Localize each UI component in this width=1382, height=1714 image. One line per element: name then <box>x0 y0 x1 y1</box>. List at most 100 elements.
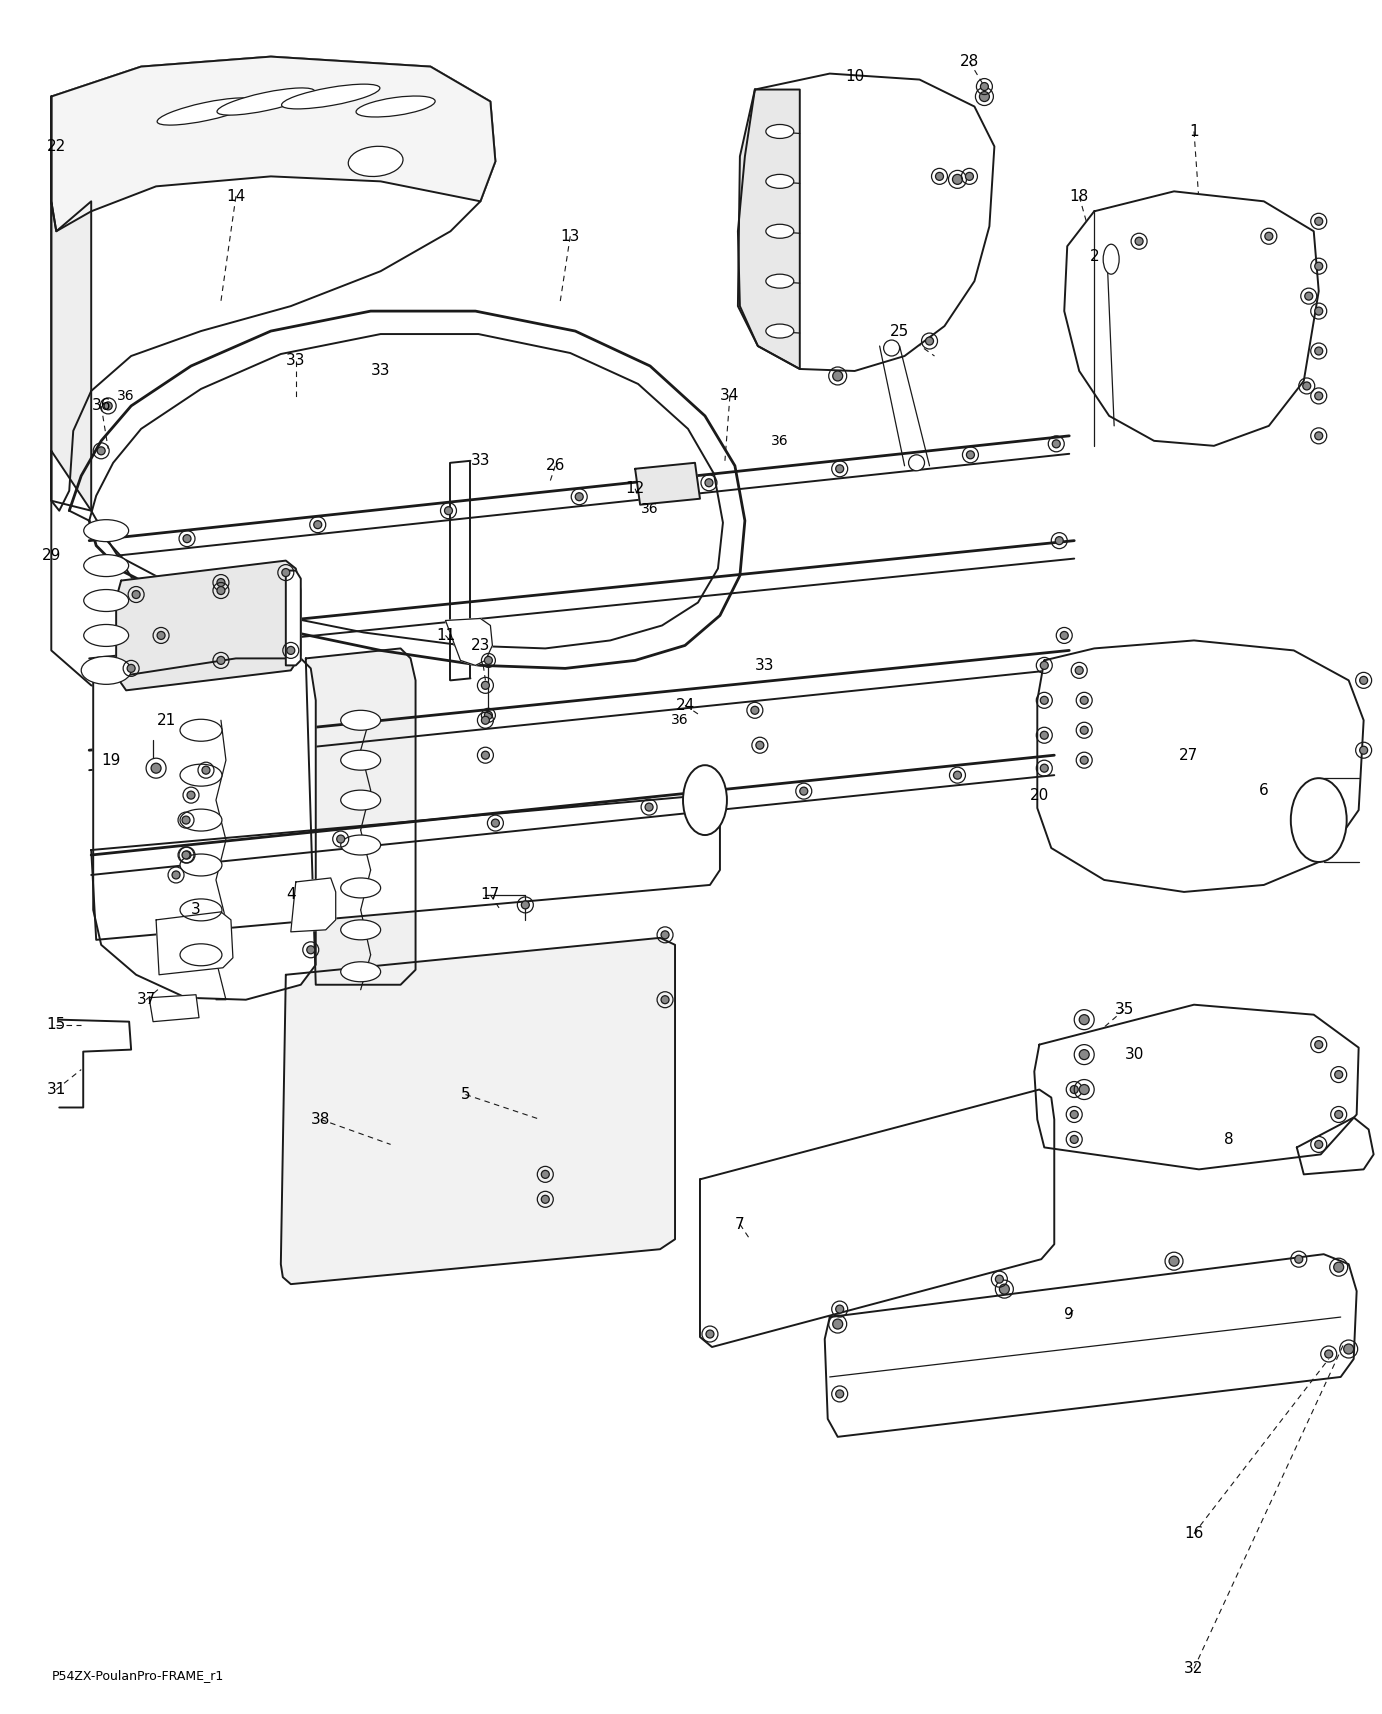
Circle shape <box>202 766 210 775</box>
Polygon shape <box>149 994 199 1022</box>
Circle shape <box>1314 1040 1323 1049</box>
Text: 15: 15 <box>47 1016 66 1032</box>
Circle shape <box>1060 631 1068 639</box>
Circle shape <box>1070 1085 1078 1094</box>
Circle shape <box>485 711 492 720</box>
Ellipse shape <box>84 624 129 646</box>
Polygon shape <box>51 57 495 511</box>
Ellipse shape <box>348 146 404 177</box>
Ellipse shape <box>180 764 223 787</box>
Text: 33: 33 <box>755 658 774 674</box>
Circle shape <box>171 871 180 879</box>
Circle shape <box>182 816 189 824</box>
Circle shape <box>217 656 225 665</box>
Ellipse shape <box>341 835 380 855</box>
Polygon shape <box>51 96 91 511</box>
Circle shape <box>1041 732 1049 739</box>
Circle shape <box>187 792 195 799</box>
Text: 3: 3 <box>191 902 200 917</box>
Text: 34: 34 <box>720 389 739 403</box>
Text: 30: 30 <box>1125 1047 1144 1063</box>
Circle shape <box>1041 662 1049 670</box>
Text: 35: 35 <box>1114 1003 1133 1016</box>
Circle shape <box>217 579 225 586</box>
Circle shape <box>1335 1111 1343 1119</box>
Ellipse shape <box>766 125 793 139</box>
Polygon shape <box>1064 192 1318 446</box>
Circle shape <box>836 1390 843 1399</box>
Circle shape <box>542 1195 549 1203</box>
Ellipse shape <box>357 96 435 117</box>
Circle shape <box>151 763 162 773</box>
Circle shape <box>1360 746 1368 754</box>
Circle shape <box>1305 291 1313 300</box>
Polygon shape <box>445 619 492 665</box>
Text: 37: 37 <box>137 992 156 1008</box>
Circle shape <box>1081 756 1088 764</box>
Polygon shape <box>91 795 720 939</box>
Text: 21: 21 <box>156 713 176 728</box>
Text: P54ZX-PoulanPro-FRAME_r1: P54ZX-PoulanPro-FRAME_r1 <box>51 1669 224 1683</box>
Text: 18: 18 <box>1070 189 1089 204</box>
Circle shape <box>1343 1344 1353 1354</box>
Circle shape <box>995 1275 1003 1284</box>
Ellipse shape <box>180 720 223 740</box>
Circle shape <box>1041 764 1049 773</box>
Ellipse shape <box>341 920 380 939</box>
Text: 13: 13 <box>561 228 580 243</box>
Ellipse shape <box>341 790 380 811</box>
Polygon shape <box>636 463 699 504</box>
Circle shape <box>575 492 583 500</box>
Text: 19: 19 <box>101 752 120 768</box>
Polygon shape <box>1034 1004 1359 1169</box>
Text: 33: 33 <box>286 353 305 369</box>
Circle shape <box>833 370 843 381</box>
Circle shape <box>952 175 962 185</box>
Text: 31: 31 <box>47 1082 66 1097</box>
Circle shape <box>966 173 973 180</box>
Text: 2: 2 <box>1089 249 1099 264</box>
Polygon shape <box>1038 641 1364 891</box>
Circle shape <box>1314 218 1323 225</box>
Polygon shape <box>156 912 234 975</box>
Text: 26: 26 <box>546 458 565 473</box>
Text: 1: 1 <box>1189 123 1198 139</box>
Text: 36: 36 <box>771 434 789 447</box>
Text: 33: 33 <box>471 452 491 468</box>
Circle shape <box>800 787 807 795</box>
Circle shape <box>521 902 529 908</box>
Text: 24: 24 <box>676 698 695 713</box>
Polygon shape <box>305 648 416 986</box>
Text: 28: 28 <box>960 55 978 69</box>
Ellipse shape <box>683 764 727 835</box>
Polygon shape <box>116 560 301 691</box>
Text: 12: 12 <box>626 482 645 497</box>
Circle shape <box>104 401 112 410</box>
Ellipse shape <box>341 710 380 730</box>
Circle shape <box>307 946 315 953</box>
Circle shape <box>1314 1140 1323 1148</box>
Ellipse shape <box>766 324 793 338</box>
Circle shape <box>182 852 189 859</box>
Text: 36: 36 <box>117 389 135 403</box>
Circle shape <box>1169 1256 1179 1267</box>
Circle shape <box>1295 1255 1303 1263</box>
Text: 29: 29 <box>41 548 61 564</box>
Circle shape <box>1325 1351 1332 1357</box>
Circle shape <box>1079 1049 1089 1059</box>
Circle shape <box>1335 1071 1343 1078</box>
Text: 36: 36 <box>672 713 688 727</box>
Circle shape <box>217 586 225 595</box>
Text: 32: 32 <box>1184 1661 1204 1676</box>
Circle shape <box>1070 1111 1078 1119</box>
Polygon shape <box>738 89 800 369</box>
Text: 7: 7 <box>735 1217 745 1232</box>
Circle shape <box>1314 393 1323 399</box>
Text: 11: 11 <box>435 627 455 643</box>
Polygon shape <box>281 938 674 1284</box>
Ellipse shape <box>766 274 793 288</box>
Ellipse shape <box>341 751 380 770</box>
Circle shape <box>1079 1015 1089 1025</box>
Ellipse shape <box>84 519 129 542</box>
Text: 25: 25 <box>890 324 909 339</box>
